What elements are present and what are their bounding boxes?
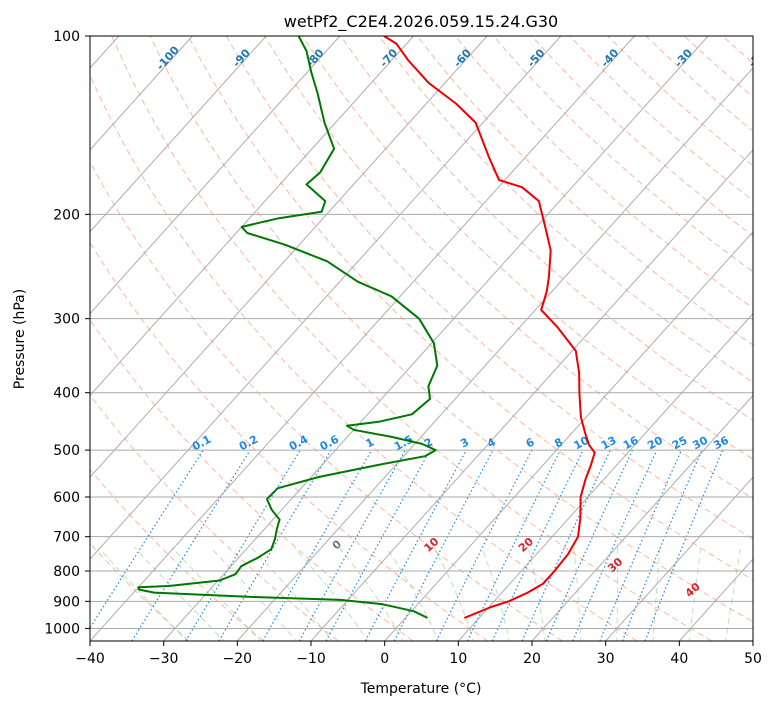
isotherm-line (90, 36, 635, 641)
mixing-ratio-line (325, 449, 431, 641)
dry-adiabat-line (90, 468, 264, 641)
moist-adiabat-line (481, 547, 510, 641)
plot-background (90, 36, 753, 641)
mixing-ratio-line (298, 449, 406, 641)
isotherm-line (90, 36, 414, 397)
isotherm-line (90, 36, 193, 151)
mixing-ratio-line (572, 449, 658, 641)
mixing-ratio-line (644, 449, 724, 641)
y-tick-label: 200 (53, 207, 80, 223)
x-tick-label: 50 (744, 651, 762, 667)
chart-title: wetPf2_C2E4.2026.059.15.24.G30 (284, 12, 558, 32)
y-axis-ticks: 100 200 300 400 500 600 700 800 900 1000 (44, 29, 90, 637)
dewpoint-profile-line (137, 36, 439, 619)
mixing-ratio-label: 20 (645, 434, 665, 453)
moist-adiabat-line (688, 547, 702, 641)
mixing-ratio-label: 30 (690, 433, 710, 452)
isotherm-line (90, 36, 267, 233)
x-tick-label: 40 (670, 651, 688, 667)
y-tick-label: 600 (53, 490, 80, 506)
isotherm-line (236, 67, 753, 641)
isotherm-lines (90, 36, 753, 641)
moist-adiabat-line (527, 547, 546, 641)
moist-adiabat-line (616, 547, 619, 641)
temperature-profile-line (383, 36, 596, 619)
mixing-ratio-line (364, 449, 467, 641)
moist-adiabat-line (724, 547, 742, 641)
moist-adiabat-line (338, 547, 404, 641)
x-tick-label: −40 (75, 651, 105, 667)
y-tick-label: 900 (53, 594, 80, 610)
moist-adiabat-line (573, 547, 582, 641)
mixing-ratio-line (545, 449, 634, 641)
isobar-gridlines (90, 36, 753, 629)
isotherm-line (605, 476, 753, 641)
dry-adiabat-line (90, 394, 339, 641)
mixing-ratio-label: 36 (711, 434, 731, 453)
plot-area: -100-90-80-70-60-50-40-30-20-100.10.20.4… (90, 36, 769, 641)
plot-frame (89, 35, 754, 642)
moist-adiabat-line (433, 547, 475, 641)
moist-adiabat-line (210, 547, 297, 641)
isotherm-line (310, 149, 753, 641)
x-axis-label: Temperature (°C) (360, 681, 482, 697)
dry-adiabat-line (90, 241, 488, 641)
y-tick-label: 800 (53, 564, 80, 580)
isotherm-line (384, 230, 753, 641)
x-tick-label: −30 (149, 651, 179, 667)
mixing-ratio-line (90, 449, 204, 630)
moist-adiabat-line (251, 547, 333, 641)
moist-adiabat-line (134, 547, 225, 641)
moist-adiabat-line (652, 547, 661, 641)
dry-adiabat-line (416, 36, 753, 346)
isotherm-line (90, 36, 341, 315)
y-tick-label: 1000 (44, 621, 80, 637)
dry-adiabat-line (149, 36, 753, 623)
x-tick-label: −20 (223, 651, 253, 667)
mixing-ratio-line (435, 449, 533, 641)
dry-adiabat-line (454, 36, 753, 309)
dry-adiabat-line (90, 160, 563, 641)
mixing-ratio-label: 16 (621, 434, 641, 453)
y-axis-label: Pressure (hPa) (12, 289, 28, 389)
y-tick-label: 300 (53, 312, 80, 328)
moist-adiabat-line (385, 547, 439, 641)
y-tick-label: 500 (53, 443, 80, 459)
mixing-ratio-line (621, 449, 703, 641)
mixing-ratio-line (599, 449, 682, 641)
isotherm-line (457, 312, 753, 641)
y-tick-label: 700 (53, 530, 80, 546)
isotherm-line (163, 36, 709, 641)
x-tick-label: −10 (296, 651, 326, 667)
x-axis-ticks: −40 −30 −20 −10 0 10 20 30 40 50 (75, 641, 762, 667)
mixing-ratio-label: 13 (599, 434, 619, 453)
mixing-ratio-label: 25 (670, 434, 690, 453)
y-tick-label: 400 (53, 386, 80, 402)
moist-adiabat-line (97, 547, 188, 641)
x-tick-label: 0 (380, 651, 389, 667)
sounding-profiles (137, 36, 596, 619)
dry-adiabat-line (90, 542, 190, 641)
x-tick-label: 30 (597, 651, 615, 667)
isotherm-line (531, 394, 753, 641)
isotherm-line (90, 36, 488, 479)
isotherm-line (90, 36, 562, 560)
x-tick-label: 20 (523, 651, 541, 667)
y-tick-label: 100 (53, 29, 80, 45)
x-tick-label: 10 (449, 651, 467, 667)
isotherm-label: -20 (746, 46, 769, 70)
